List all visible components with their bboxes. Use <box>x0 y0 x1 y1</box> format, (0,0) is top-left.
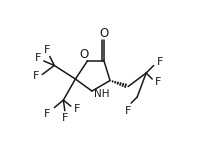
Text: O: O <box>79 48 88 61</box>
Text: O: O <box>99 27 108 40</box>
Text: F: F <box>43 45 50 55</box>
Text: F: F <box>73 104 80 114</box>
Text: NH: NH <box>94 89 109 99</box>
Text: F: F <box>43 109 50 119</box>
Text: F: F <box>61 113 68 123</box>
Text: F: F <box>156 57 162 67</box>
Text: F: F <box>154 77 161 87</box>
Text: F: F <box>33 71 39 81</box>
Text: F: F <box>34 53 41 63</box>
Text: F: F <box>124 106 131 116</box>
